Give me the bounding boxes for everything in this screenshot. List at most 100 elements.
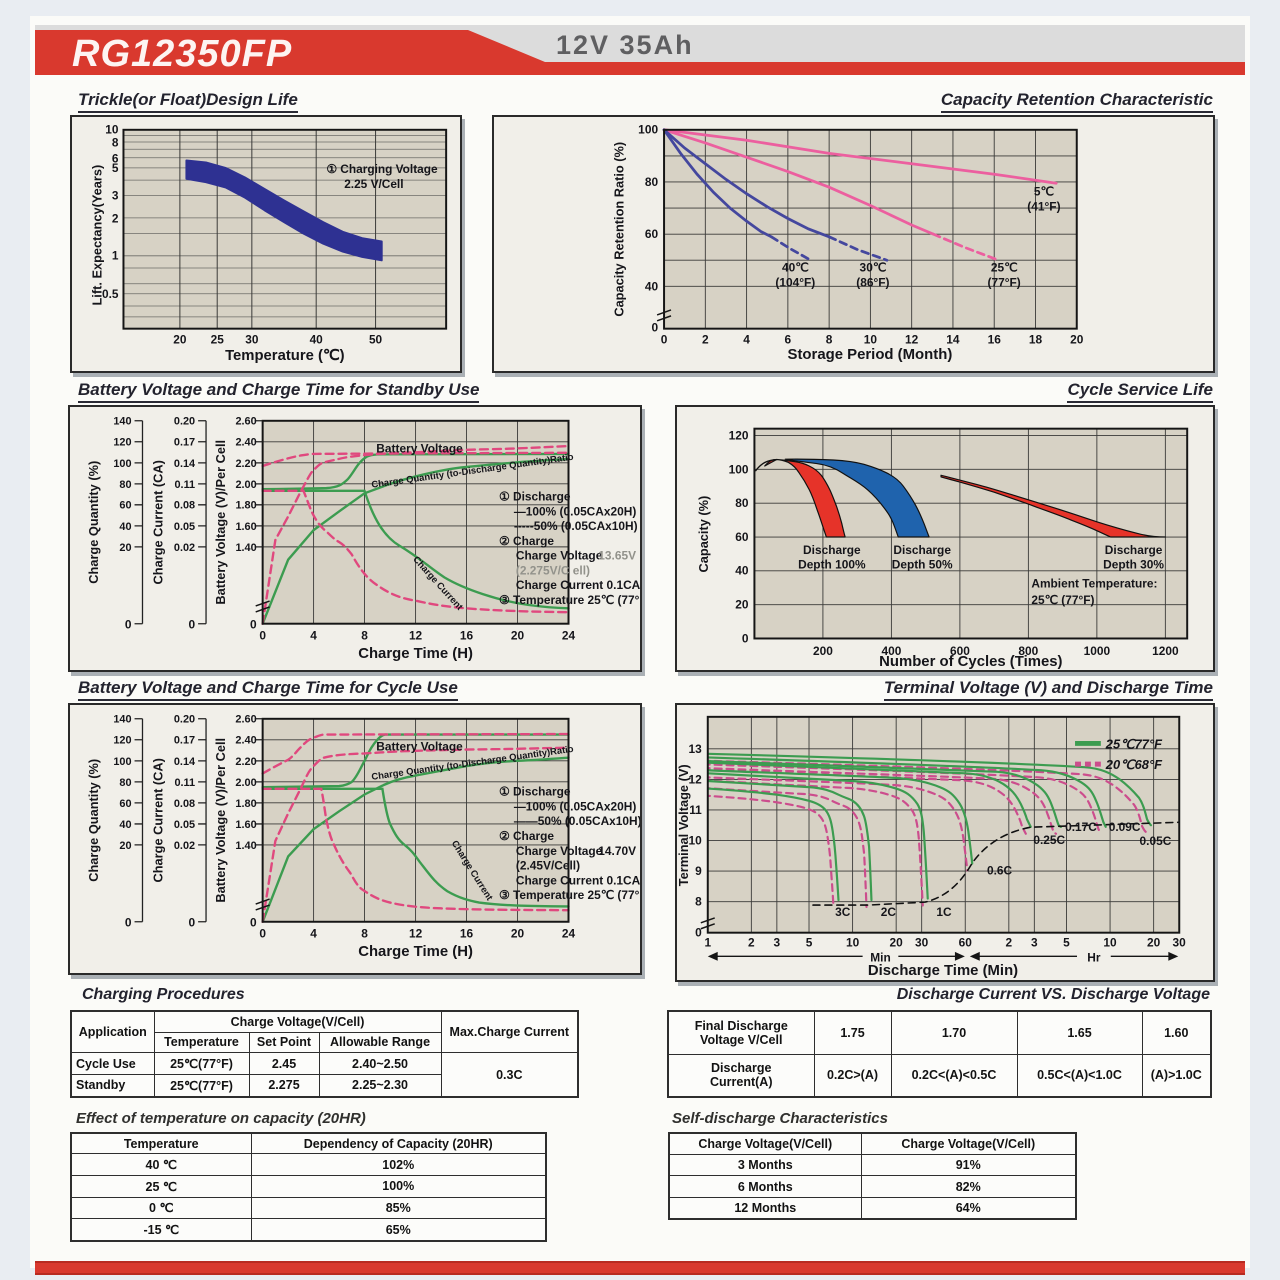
- svg-text:120: 120: [729, 429, 749, 443]
- svg-text:600: 600: [950, 644, 970, 658]
- svg-text:10: 10: [846, 936, 860, 950]
- quantity-axis-ticks: 140 120 100 80 60 40 20 0: [113, 416, 132, 632]
- x-tick: 0: [661, 332, 668, 346]
- svg-text:140: 140: [113, 416, 131, 428]
- svg-text:0: 0: [125, 916, 132, 930]
- plot-frame: [706, 715, 1181, 934]
- svg-text:2.20: 2.20: [235, 756, 256, 768]
- svg-text:3C: 3C: [835, 905, 851, 919]
- table-row: 3 Months 91%: [668, 1154, 1077, 1177]
- cell-period: 6 Months: [668, 1175, 862, 1198]
- charging-voltage-note-line1: ① Charging Voltage: [326, 162, 438, 176]
- svg-text:① Discharge: ① Discharge: [499, 785, 571, 799]
- x-tick: 2: [702, 332, 709, 346]
- x-tick: 20: [511, 629, 525, 643]
- trickle-design-life-chart: 10 8 6 5 3 2 1 0.5 Lift. Expectancy(Year…: [70, 115, 462, 373]
- x-ticks-min: 1 2 3 5 10 20 30 60: [704, 936, 972, 950]
- table-row: Temperature Dependency of Capacity (20HR…: [70, 1132, 547, 1155]
- x-tick: 20: [173, 332, 187, 346]
- svg-text:0.6C: 0.6C: [987, 864, 1013, 878]
- svg-text:12: 12: [689, 772, 703, 786]
- svg-text:40: 40: [119, 521, 131, 533]
- cell-capacity: 102%: [250, 1153, 547, 1177]
- band-label-30: Discharge: [1105, 543, 1163, 557]
- axis-ticks: [134, 718, 263, 923]
- y-tick: 0: [651, 321, 658, 335]
- label-30c-f: (86°F): [856, 275, 889, 289]
- chart-title-retention: Capacity Retention Characteristic: [940, 90, 1213, 113]
- axis-break-mark: [700, 917, 715, 930]
- svg-text:2.20: 2.20: [235, 458, 256, 470]
- x-axis-label: Discharge Time (Min): [868, 963, 1018, 979]
- x-tick: 16: [460, 629, 474, 643]
- terminal-voltage-chart: 13 12 11 10 9 8 0 Terminal Voltage (V) 1…: [675, 703, 1215, 982]
- cell-current: (A)>1.0C: [1141, 1053, 1212, 1098]
- svg-text:10: 10: [1103, 936, 1117, 950]
- table-row: 0 ℃ 85%: [70, 1196, 547, 1220]
- svg-text:20: 20: [1147, 936, 1161, 950]
- charge-current-50: [261, 787, 570, 912]
- cell-period: 3 Months: [668, 1154, 862, 1177]
- svg-text:1.80: 1.80: [235, 798, 256, 810]
- table-row: 40 ℃ 102%: [70, 1153, 547, 1177]
- table-row: Standby 25℃(77°F) 2.275 2.25~2.30: [70, 1073, 578, 1098]
- footer-red-bar: [35, 1261, 1245, 1275]
- x-tick: 30: [245, 332, 259, 346]
- svg-text:0.02: 0.02: [174, 840, 195, 852]
- svg-text:2.00: 2.00: [235, 777, 256, 789]
- table-row: Application Charge Voltage(V/Cell) Max.C…: [70, 1010, 579, 1054]
- svg-text:10: 10: [689, 834, 703, 848]
- quantity-axis-label: Charge Quantity (%): [86, 461, 101, 584]
- x-tick: 10: [864, 332, 878, 346]
- y-tick: 40: [645, 279, 659, 293]
- battery-spec: 12V 35Ah: [556, 30, 694, 60]
- grid: [262, 420, 569, 624]
- label-5c: 5℃: [1034, 185, 1054, 199]
- x-tick: 4: [310, 629, 317, 643]
- band-depth-100: [764, 458, 846, 538]
- svg-text:(2.45V/Cell): (2.45V/Cell): [516, 859, 580, 873]
- capacity-retention-chart: 100 80 60 40 0 Capacity Retention Ratio …: [492, 115, 1215, 373]
- voltage-axis-label: Battery Voltage (V)/Per Cell: [213, 440, 228, 605]
- band-label-100: Discharge: [803, 543, 861, 557]
- cell-temp: 0 ℃: [70, 1196, 252, 1220]
- curves-25c: [707, 752, 1153, 902]
- y-tick: 8: [112, 136, 119, 150]
- cell-voltage: 1.75: [813, 1010, 892, 1055]
- x-tick: 25: [211, 332, 225, 346]
- chart-title-terminal: Terminal Voltage (V) and Discharge Time: [883, 678, 1213, 701]
- cell-temp: 25℃(77°F): [153, 1073, 250, 1098]
- curve-30c-dashed: [827, 235, 889, 262]
- axis-break-mark: [656, 309, 672, 322]
- y-axis-label: Lift. Expectancy(Years): [90, 165, 105, 306]
- curve-005c: [707, 752, 1153, 827]
- table-row: 25 ℃ 100%: [70, 1175, 547, 1198]
- svg-text:0.08: 0.08: [174, 500, 195, 512]
- svg-text:0.20: 0.20: [174, 416, 195, 428]
- grid-vertical: [179, 129, 377, 329]
- capacity-bands: [754, 458, 1166, 538]
- label-line: Current(A): [710, 1075, 773, 1090]
- cell-temp: 40 ℃: [70, 1153, 252, 1177]
- svg-text:1.80: 1.80: [235, 500, 256, 512]
- svg-text:24: 24: [562, 927, 576, 941]
- charge-quantity-100: [261, 756, 570, 923]
- svg-text:140: 140: [113, 714, 131, 726]
- y-axis-label: Terminal Voltage (V): [677, 764, 691, 886]
- svg-text:① Discharge: ① Discharge: [499, 490, 571, 504]
- plot-frame: [261, 419, 570, 625]
- band-label-50: Discharge: [893, 543, 951, 557]
- charging-voltage-note-line2: 2.25 V/Cell: [344, 177, 403, 191]
- legend-20c: 20℃68°F: [1105, 757, 1163, 772]
- svg-text:8: 8: [361, 927, 368, 941]
- x-tick: 24: [562, 629, 576, 643]
- svg-text:0: 0: [188, 916, 195, 930]
- y-axis-label: Capacity (%): [696, 496, 711, 573]
- svg-text:1.40: 1.40: [235, 840, 256, 852]
- chart-title-cycle-life: Cycle Service Life: [1067, 380, 1213, 403]
- svg-text:20: 20: [890, 936, 904, 950]
- charge-quantity-100: [261, 457, 570, 625]
- axis-lines: [141, 420, 207, 624]
- svg-text:0: 0: [695, 926, 702, 940]
- svg-text:0.25C: 0.25C: [1033, 833, 1065, 847]
